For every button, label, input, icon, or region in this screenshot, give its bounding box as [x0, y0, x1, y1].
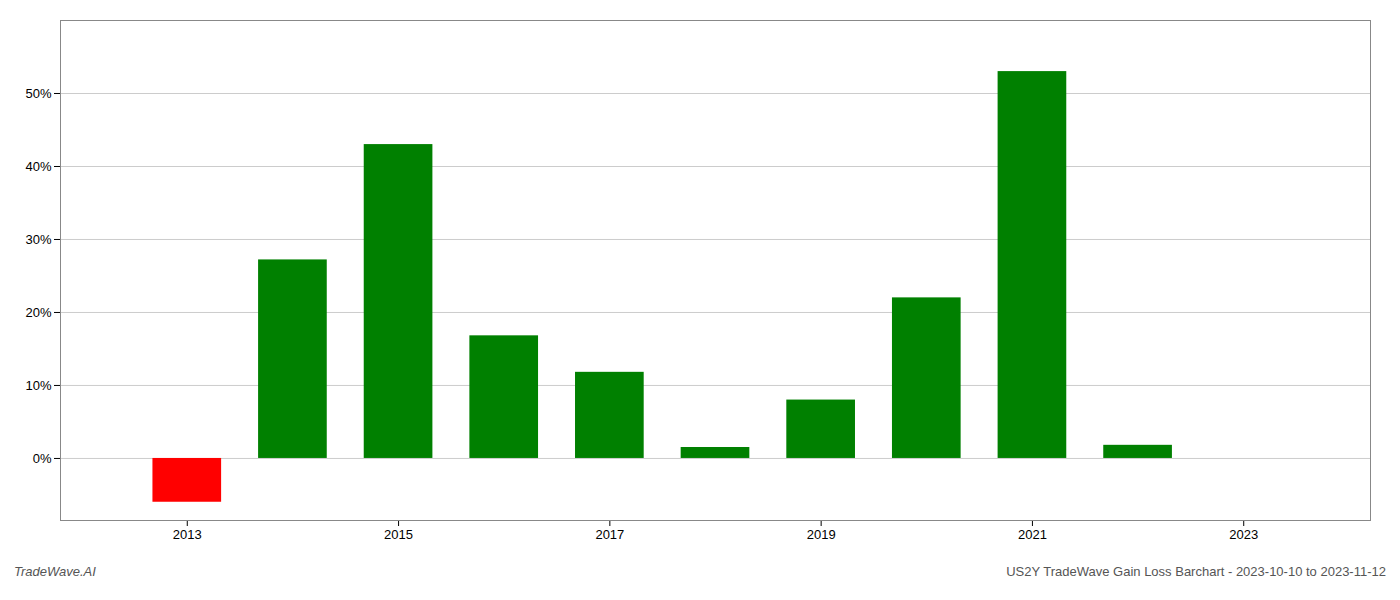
svg-text:20%: 20% — [25, 305, 51, 320]
svg-text:2017: 2017 — [595, 527, 624, 542]
svg-text:2015: 2015 — [384, 527, 413, 542]
svg-text:0%: 0% — [33, 451, 52, 466]
html-text:TradeWave.AI: TradeWave.AI — [14, 564, 96, 579]
svg-text:2019: 2019 — [807, 527, 836, 542]
svg-text:2021: 2021 — [1018, 527, 1047, 542]
svg-text:50%: 50% — [25, 86, 51, 101]
svg-text:2013: 2013 — [173, 527, 202, 542]
svg-text:30%: 30% — [25, 232, 51, 247]
svg-text:10%: 10% — [25, 378, 51, 393]
svg-text:40%: 40% — [25, 159, 51, 174]
svg-text:2023: 2023 — [1229, 527, 1258, 542]
html-text:US2Y TradeWave Gain Loss Barch: US2Y TradeWave Gain Loss Barchart - 2023… — [1006, 564, 1386, 579]
